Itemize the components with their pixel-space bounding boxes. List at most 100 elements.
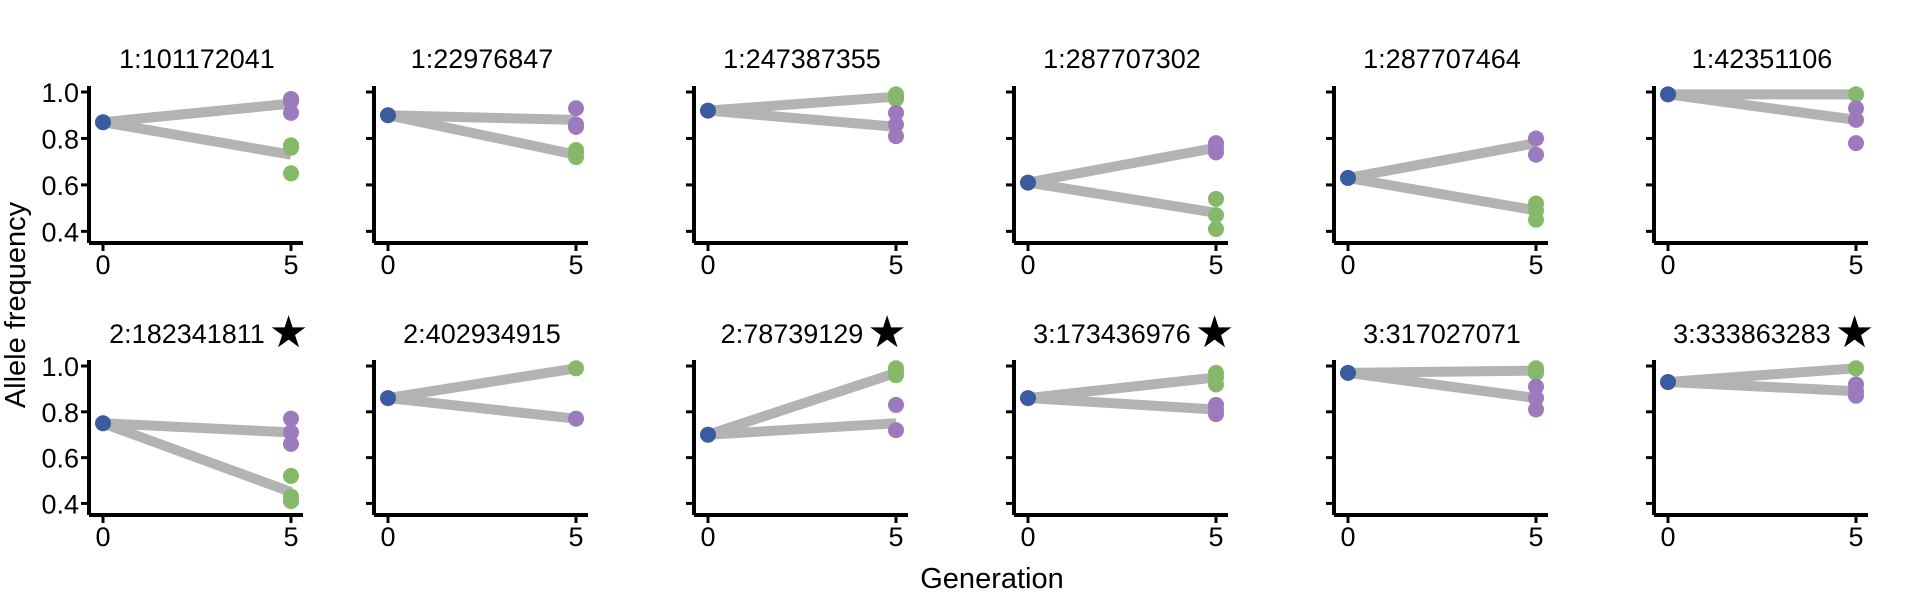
x-tick-label: 5 — [1528, 522, 1543, 552]
panel-1-22976847: 1:22976847 0 5 — [366, 44, 588, 280]
panel-title: 3:333863283 — [1673, 319, 1831, 349]
generation0-point — [95, 415, 111, 432]
trajectory-line — [102, 117, 292, 160]
purple-point — [888, 116, 904, 133]
trajectory-line — [1667, 89, 1857, 125]
green-point — [1208, 221, 1224, 238]
trajectory-line — [1027, 142, 1217, 188]
significance-star-icon: ★ — [269, 308, 308, 357]
green-point — [283, 165, 299, 182]
purple-point — [1528, 146, 1544, 163]
purple-point — [1848, 100, 1864, 117]
trajectory-line — [1347, 173, 1537, 216]
green-point — [283, 467, 299, 484]
x-tick-label: 0 — [1340, 522, 1355, 552]
purple-point — [888, 104, 904, 121]
panel-1-42351106: 1:42351106 0 5 — [1646, 44, 1868, 280]
green-point — [283, 493, 299, 510]
y-tick-label: 0.6 — [41, 444, 79, 474]
y-tick-label: 0.4 — [41, 217, 79, 247]
green-point — [1208, 207, 1224, 224]
purple-point — [1848, 387, 1864, 404]
panel-title: 1:287707302 — [1043, 44, 1201, 74]
generation0-point — [1340, 364, 1356, 381]
panel-2-182341811: 2:182341811 ★ 1.0 0.8 0.6 0.4 0 5 — [41, 308, 308, 552]
panel-title: 2:182341811 — [109, 319, 265, 349]
panel-title: 1:42351106 — [1692, 44, 1833, 74]
panel-3-333863283: 3:333863283 ★ 0 5 — [1646, 308, 1874, 552]
purple-point — [1528, 401, 1544, 418]
purple-point — [283, 93, 299, 110]
trajectory-line — [1027, 393, 1217, 415]
green-point — [568, 149, 584, 166]
purple-point — [1528, 130, 1544, 147]
y-axis-label: Allele frequency — [0, 201, 32, 408]
generation0-point — [380, 390, 396, 407]
purple-point — [283, 104, 299, 121]
panel-title: 2:78739129 — [721, 319, 864, 349]
y-tick-label: 1.0 — [41, 78, 79, 108]
significance-star-icon: ★ — [1195, 308, 1234, 357]
purple-point — [568, 410, 584, 427]
trajectory-line — [1027, 177, 1217, 218]
generation0-point — [1020, 390, 1036, 407]
panel-title: 1:287707464 — [1363, 44, 1521, 74]
panel-1-101172041: 1:101172041 1.0 0.8 0.6 0.4 0 5 — [41, 44, 303, 280]
trajectory-line — [1667, 377, 1857, 397]
x-tick-label: 0 — [1340, 250, 1355, 280]
panel-1-287707464: 1:287707464 0 5 — [1326, 44, 1548, 280]
trajectory-line — [707, 105, 897, 132]
purple-point — [1208, 144, 1224, 161]
generation0-point — [1020, 174, 1036, 191]
x-tick-label: 5 — [1208, 522, 1223, 552]
panel-title: 1:247387355 — [723, 44, 881, 74]
x-tick-label: 5 — [1848, 250, 1863, 280]
y-tick-label: 0.8 — [41, 124, 79, 154]
x-tick-label: 5 — [888, 522, 903, 552]
y-tick-label: 0.6 — [41, 171, 79, 201]
trajectory-line — [707, 91, 897, 116]
generation0-point — [380, 107, 396, 124]
trajectory-line — [102, 98, 292, 128]
purple-point — [568, 100, 584, 117]
generation0-point — [1660, 374, 1676, 391]
green-point — [1848, 360, 1864, 377]
green-point — [283, 139, 299, 156]
x-tick-label: 0 — [1020, 522, 1035, 552]
trajectory-line — [387, 110, 577, 125]
x-tick-label: 5 — [283, 522, 298, 552]
x-tick-label: 5 — [1848, 522, 1863, 552]
green-point — [1528, 364, 1544, 381]
significance-star-icon: ★ — [867, 308, 906, 357]
trajectory-line — [1027, 372, 1217, 404]
trajectory-line — [387, 363, 577, 404]
purple-point — [888, 396, 904, 413]
panel-3-317027071: 3:317027071 0 5 — [1326, 319, 1548, 552]
green-point — [888, 90, 904, 107]
panel-3-173436976: 3:173436976 ★ 0 5 — [1006, 308, 1234, 552]
x-tick-label: 5 — [568, 250, 583, 280]
panel-1-287707302: 1:287707302 0 5 — [1006, 44, 1228, 280]
purple-point — [1528, 378, 1544, 395]
x-tick-label: 0 — [1020, 250, 1035, 280]
green-point — [1528, 211, 1544, 228]
x-tick-label: 0 — [700, 250, 715, 280]
generation0-point — [1660, 86, 1676, 103]
purple-point — [1528, 390, 1544, 407]
x-tick-label: 0 — [700, 522, 715, 552]
x-tick-label: 0 — [95, 250, 110, 280]
generation0-point — [95, 114, 111, 131]
purple-point — [283, 410, 299, 427]
x-tick-label: 5 — [1208, 250, 1223, 280]
purple-point — [1848, 111, 1864, 128]
trajectory-line — [101, 418, 293, 497]
green-point — [888, 367, 904, 384]
green-point — [1208, 376, 1224, 393]
x-tick-label: 5 — [283, 250, 298, 280]
purple-point — [1848, 135, 1864, 152]
trajectory-line — [1347, 367, 1537, 404]
generation0-point — [1340, 169, 1356, 186]
panel-title: 2:402934915 — [403, 319, 561, 349]
